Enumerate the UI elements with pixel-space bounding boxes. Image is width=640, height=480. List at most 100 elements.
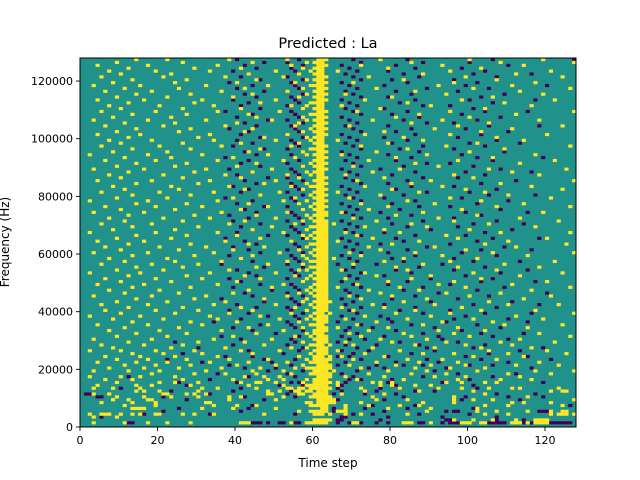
heatmap-cell-low (421, 421, 426, 425)
heatmap-cell-high (316, 265, 321, 269)
heatmap-cell-high (293, 196, 298, 200)
heatmap-cell-high (246, 383, 251, 387)
heatmap-cell-low (293, 98, 298, 102)
heatmap-cell-high (300, 380, 306, 385)
heatmap-cell-high (331, 222, 337, 226)
heatmap-cell-high (316, 225, 321, 229)
heatmap-cell-low (421, 176, 426, 180)
heatmap-cell-low (475, 323, 480, 327)
heatmap-cell-high (316, 124, 321, 128)
heatmap-cell-high (308, 401, 313, 405)
heatmap-cell-high (529, 377, 534, 382)
heatmap-cell-high (91, 294, 96, 298)
heatmap-cell-high (316, 63, 321, 67)
heatmap-cell-low (355, 331, 360, 336)
heatmap-cell-high (281, 230, 286, 235)
heatmap-cell-high (545, 418, 550, 422)
heatmap-cell-high (316, 101, 321, 105)
heatmap-cell-low (242, 207, 247, 212)
heatmap-cell-high (324, 121, 329, 125)
heatmap-cell-high (459, 380, 464, 385)
heatmap-cell-high (401, 421, 406, 425)
heatmap-cell-high (246, 288, 251, 292)
heatmap-cell-high (308, 265, 313, 269)
heatmap-cell-high (138, 132, 143, 137)
heatmap-cell-low (393, 158, 399, 163)
heatmap-cell-low (378, 314, 383, 318)
heatmap-cell-high (145, 153, 151, 157)
heatmap-cell-low (440, 415, 445, 419)
heatmap-cell-low (347, 377, 352, 382)
heatmap-cell-high (572, 60, 577, 65)
heatmap-cell-high (424, 297, 430, 301)
heatmap-cell-low (359, 357, 364, 361)
heatmap-cell-high (572, 311, 577, 315)
heatmap-cell-high (192, 372, 197, 376)
heatmap-cell-high (517, 274, 523, 278)
heatmap-cell-low (285, 291, 290, 295)
heatmap-cell-low (297, 144, 302, 148)
heatmap-cell-low (541, 395, 546, 399)
heatmap-cell-high (564, 409, 569, 413)
plot-frame (79, 57, 577, 428)
heatmap-cell-high (114, 130, 120, 134)
heatmap-cell-high (560, 403, 565, 408)
heatmap-cell-low (293, 69, 298, 73)
heatmap-cell-high (320, 363, 325, 367)
heatmap-cell-low (471, 259, 476, 263)
heatmap-cell-high (308, 403, 313, 408)
heatmap-cell-high (471, 176, 476, 180)
heatmap-cell-low (409, 271, 414, 275)
heatmap-cell-low (517, 259, 523, 263)
heatmap-cell-high (316, 392, 321, 396)
heatmap-cell-high (316, 262, 321, 266)
heatmap-cell-low (351, 92, 356, 96)
heatmap-cell-low (525, 109, 530, 114)
heatmap-cell-high (355, 377, 360, 382)
heatmap-cell-high (386, 66, 391, 70)
heatmap-cell-high (157, 369, 162, 373)
heatmap-cell-high (99, 303, 104, 307)
heatmap-cell-high (455, 236, 461, 240)
heatmap-cell-high (254, 161, 259, 165)
heatmap-cell-high (262, 412, 267, 416)
heatmap-cell-high (281, 383, 286, 387)
heatmap-cell-high (107, 328, 112, 333)
heatmap-cell-high (231, 196, 236, 200)
heatmap-cell-low (347, 256, 352, 261)
heatmap-cell-high (386, 326, 391, 330)
heatmap-cell-high (134, 360, 139, 364)
heatmap-cell-high (114, 334, 120, 338)
heatmap-cell-high (498, 181, 503, 186)
heatmap-cell-high (312, 225, 317, 229)
heatmap-cell-high (324, 366, 329, 370)
heatmap-cell-high (312, 153, 317, 157)
heatmap-cell-high (204, 83, 209, 88)
heatmap-cell-low (486, 86, 492, 91)
heatmap-cell-low (347, 101, 352, 105)
heatmap-cell-high (293, 305, 298, 310)
heatmap-cell-high (289, 63, 294, 67)
heatmap-cell-high (91, 337, 96, 341)
heatmap-cell-high (142, 210, 147, 214)
heatmap-cell-high (118, 176, 123, 180)
heatmap-cell-high (552, 259, 557, 263)
heatmap-cell-high (293, 81, 298, 85)
heatmap-cell-low (297, 349, 302, 353)
heatmap-cell-high (409, 222, 414, 226)
heatmap-cell-low (541, 409, 546, 413)
heatmap-cell-high (494, 78, 499, 82)
heatmap-cell-high (300, 386, 306, 390)
heatmap-cell-high (401, 377, 406, 382)
heatmap-cell-low (382, 334, 387, 338)
heatmap-cell-high (455, 265, 461, 269)
heatmap-cell-high (107, 256, 112, 261)
heatmap-cell-high (320, 190, 325, 194)
heatmap-cell-low (378, 210, 383, 214)
heatmap-cell-low (235, 303, 240, 307)
heatmap-cell-high (316, 184, 321, 189)
heatmap-cell-high (157, 245, 162, 249)
heatmap-cell-high (130, 112, 135, 116)
heatmap-cell-high (231, 406, 236, 410)
heatmap-cell-high (537, 360, 542, 364)
